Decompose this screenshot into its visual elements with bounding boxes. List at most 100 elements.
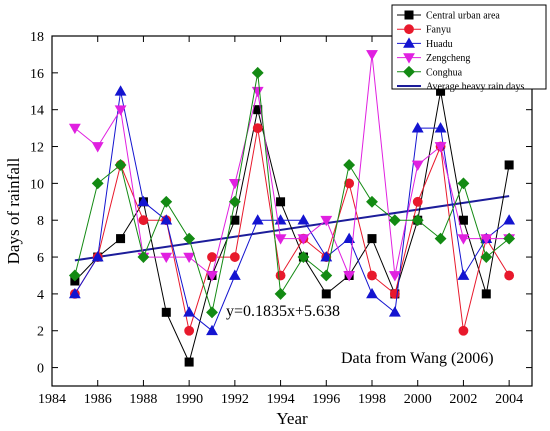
data-point-huadu xyxy=(228,269,241,280)
x-tick-label: 1992 xyxy=(221,392,249,407)
data-point-zengcheng xyxy=(366,50,378,61)
x-axis-title: Year xyxy=(276,409,308,428)
data-point-fanyu xyxy=(412,196,423,207)
data-point-zengcheng xyxy=(320,215,333,227)
data-point-conghua xyxy=(114,159,127,171)
data-point-zengcheng xyxy=(480,234,493,245)
data-point-huadu xyxy=(251,214,264,225)
y-tick-label: 0 xyxy=(37,362,44,377)
axis-ticks: 1984 1986 1988 1990 1992 1994 1996 1998 2000 2002… xyxy=(30,30,532,407)
y-axis-title: Days of rainfall xyxy=(4,157,23,264)
data-point-zengcheng xyxy=(411,160,424,171)
data-point-conghua xyxy=(183,232,196,245)
data-point-fanyu xyxy=(458,325,469,336)
data-point-huadu xyxy=(503,214,516,225)
data-point-fanyu xyxy=(344,178,355,189)
data-point-zengcheng xyxy=(68,123,81,135)
data-point-central-urban-area xyxy=(481,289,491,299)
data-point-huadu xyxy=(434,122,447,133)
series-layer xyxy=(68,50,516,367)
series-line-conghua xyxy=(74,72,510,315)
data-point-zengcheng xyxy=(91,142,104,153)
data-point-huadu xyxy=(411,122,424,133)
data-point-huadu xyxy=(297,214,310,225)
legend-label-fanyu: Fanyu xyxy=(426,25,451,36)
data-point-huadu xyxy=(343,232,356,243)
x-tick-label: 2002 xyxy=(449,392,477,407)
data-point-central-urban-area xyxy=(116,234,126,244)
data-point-central-urban-area xyxy=(458,215,468,225)
series-central-urban-area xyxy=(70,86,514,367)
data-point-zengcheng xyxy=(160,252,173,264)
x-tick-label: 2000 xyxy=(404,392,432,407)
data-point-zengcheng xyxy=(343,271,356,282)
x-tick-label: 1990 xyxy=(175,392,203,407)
data-point-huadu xyxy=(388,306,401,317)
data-point-fanyu xyxy=(504,270,515,281)
y-tick-label: 10 xyxy=(30,177,44,192)
data-source-annotation: Data from Wang (2006) xyxy=(341,350,494,367)
data-point-conghua xyxy=(251,66,264,79)
data-point-zengcheng xyxy=(388,271,401,282)
data-point-conghua xyxy=(411,214,424,227)
data-point-conghua xyxy=(366,195,378,208)
data-point-central-urban-area xyxy=(504,160,514,170)
trend-equation: y=0.1835x+5.638 xyxy=(226,303,340,320)
data-point-zengcheng xyxy=(457,234,470,245)
data-point-central-urban-area xyxy=(161,307,171,317)
data-point-huadu xyxy=(366,287,378,299)
data-point-fanyu xyxy=(275,270,286,281)
data-point-fanyu xyxy=(252,123,263,134)
data-point-huadu xyxy=(68,287,81,299)
data-point-conghua xyxy=(206,306,218,319)
data-point-central-urban-area xyxy=(367,234,377,244)
data-point-conghua xyxy=(503,232,516,245)
x-tick-label: 1986 xyxy=(84,392,112,407)
data-point-conghua xyxy=(91,177,104,190)
legend: Central urban area Fanyu Huadu Zengcheng Con… xyxy=(391,4,547,93)
data-point-zengcheng xyxy=(434,142,447,153)
x-tick-label: 1994 xyxy=(267,392,295,407)
data-point-central-urban-area xyxy=(321,289,331,299)
data-point-conghua xyxy=(68,269,81,282)
y-tick-label: 2 xyxy=(37,325,44,340)
data-point-conghua xyxy=(434,232,447,245)
legend-marker-zengcheng xyxy=(403,53,415,64)
data-point-huadu xyxy=(114,85,127,96)
data-point-fanyu xyxy=(207,252,217,262)
x-tick-label: 1998 xyxy=(358,392,386,407)
data-point-zengcheng xyxy=(274,234,287,245)
data-point-huadu xyxy=(183,306,196,317)
data-point-fanyu xyxy=(367,270,377,281)
y-tick-label: 16 xyxy=(30,67,44,82)
data-point-conghua xyxy=(274,287,287,300)
legend-marker-huadu xyxy=(403,37,415,48)
data-point-conghua xyxy=(228,195,241,208)
y-tick-label: 8 xyxy=(37,214,44,229)
data-point-central-urban-area xyxy=(184,357,194,367)
data-point-huadu xyxy=(160,214,173,225)
y-tick-label: 4 xyxy=(37,288,44,303)
x-tick-label: 1996 xyxy=(312,392,340,407)
data-point-fanyu xyxy=(184,325,195,336)
data-point-huadu xyxy=(137,195,150,207)
legend-label-central-urban-area: Central urban area xyxy=(426,11,500,22)
legend-label-conghua: Conghua xyxy=(426,67,463,78)
series-conghua xyxy=(68,66,516,319)
data-point-zengcheng xyxy=(183,252,196,264)
legend-label-average-heavy-rain-days: Average heavy rain days xyxy=(426,82,524,93)
data-point-huadu xyxy=(91,251,104,262)
data-point-conghua xyxy=(388,214,401,227)
y-tick-label: 6 xyxy=(37,251,44,266)
data-point-conghua xyxy=(297,251,310,263)
y-tick-label: 12 xyxy=(30,141,44,156)
y-tick-label: 18 xyxy=(30,30,44,45)
data-point-fanyu xyxy=(229,252,240,262)
data-point-central-urban-area xyxy=(276,197,286,207)
data-point-conghua xyxy=(160,195,173,208)
x-tick-label: 2004 xyxy=(495,392,523,407)
data-point-conghua xyxy=(320,269,333,282)
x-tick-label: 1988 xyxy=(129,392,157,407)
data-point-conghua xyxy=(137,251,150,263)
